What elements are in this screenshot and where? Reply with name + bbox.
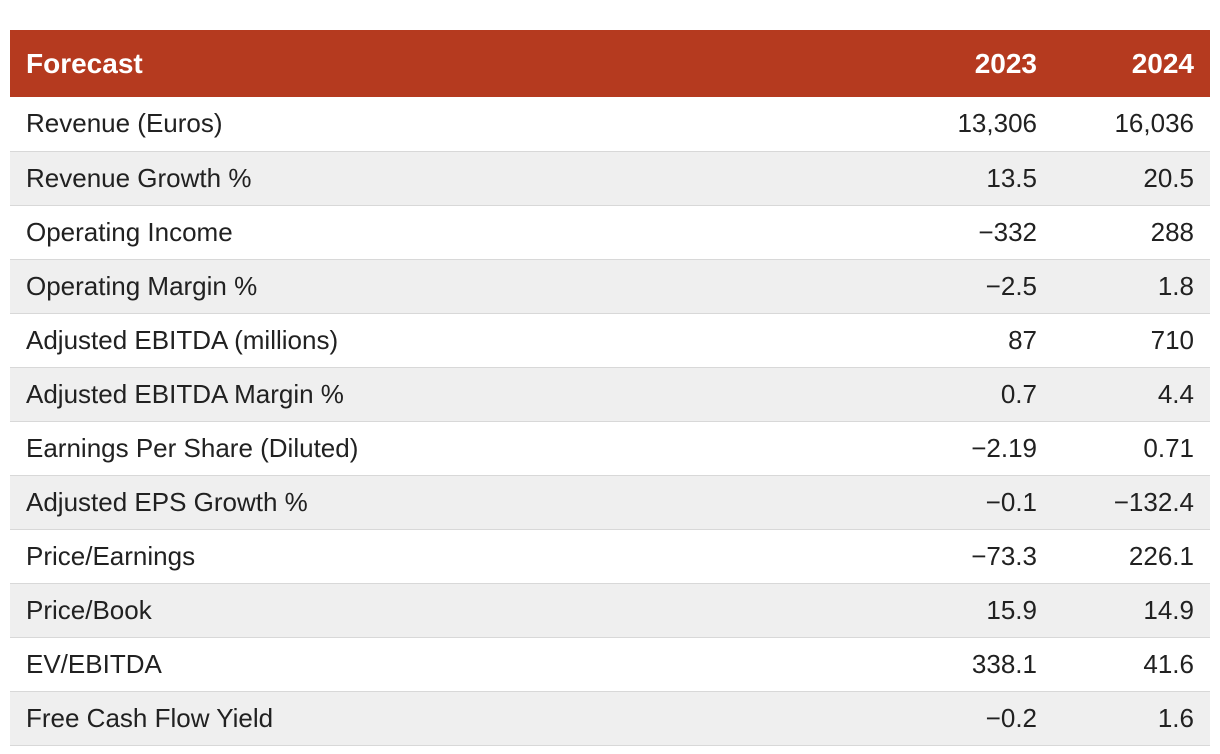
header-year-2023: 2023 [974,47,1037,79]
row-label: Adjusted EBITDA (millions) [26,324,339,355]
row-value-2024: 4.4 [1157,378,1194,409]
row-value-2023: 13.5 [986,162,1037,193]
row-value-2024: 1.6 [1157,702,1194,733]
header-year-2024: 2024 [1131,47,1194,79]
table-body: Revenue (Euros) 13,306 16,036 Revenue Gr… [10,97,1210,745]
row-value-2023: −332 [978,216,1037,247]
table-row: Earnings Per Share (Diluted) −2.19 0.71 [10,421,1210,475]
header-row: Forecast 2023 2024 [10,30,1210,97]
table-row: Adjusted EBITDA (millions) 87 710 [10,313,1210,367]
row-value-2023: −2.19 [971,432,1037,463]
row-value-2024: 226.1 [1128,540,1194,571]
row-label: Revenue (Euros) [26,108,223,139]
row-label: EV/EBITDA [26,648,162,679]
table-row: Adjusted EPS Growth % −0.1 −132.4 [10,475,1210,529]
table-row: Revenue Growth % 13.5 20.5 [10,151,1210,205]
table-row: Operating Income −332 288 [10,205,1210,259]
row-value-2023: 338.1 [971,648,1037,679]
row-label: Earnings Per Share (Diluted) [26,432,359,463]
table-header: Forecast 2023 2024 [10,30,1210,97]
row-value-2023: 0.7 [1000,378,1037,409]
table-row: Adjusted EBITDA Margin % 0.7 4.4 [10,367,1210,421]
table-row: Revenue (Euros) 13,306 16,036 [10,97,1210,151]
row-value-2024: 41.6 [1143,648,1194,679]
forecast-table: Forecast 2023 2024 Revenue (Euros) 13,30… [10,30,1210,746]
row-value-2023: 15.9 [986,594,1037,625]
row-label: Adjusted EPS Growth % [26,486,308,517]
row-value-2023: −0.2 [985,702,1037,733]
row-label: Operating Margin % [26,270,258,301]
table-row: Operating Margin % −2.5 1.8 [10,259,1210,313]
row-value-2024: 710 [1150,324,1194,355]
row-value-2023: 87 [1008,324,1037,355]
row-value-2024: 1.8 [1157,270,1194,301]
row-value-2023: −0.1 [985,486,1037,517]
table-row: Price/Earnings −73.3 226.1 [10,529,1210,583]
table-row: Free Cash Flow Yield −0.2 1.6 [10,691,1210,745]
row-label: Price/Book [26,594,152,625]
row-label: Revenue Growth % [26,162,252,193]
header-title: Forecast [26,47,143,79]
forecast-table-container: Forecast 2023 2024 Revenue (Euros) 13,30… [10,30,1210,746]
row-label: Operating Income [26,216,233,247]
row-value-2024: −132.4 [1113,486,1194,517]
table-row: Price/Book 15.9 14.9 [10,583,1210,637]
table-row: EV/EBITDA 338.1 41.6 [10,637,1210,691]
row-value-2023: 13,306 [957,108,1037,139]
row-value-2023: −2.5 [985,270,1037,301]
row-label: Adjusted EBITDA Margin % [26,378,344,409]
row-label: Price/Earnings [26,540,196,571]
row-value-2024: 16,036 [1114,108,1194,139]
row-value-2024: 0.71 [1143,432,1194,463]
row-value-2024: 14.9 [1143,594,1194,625]
row-value-2023: −73.3 [971,540,1037,571]
row-label: Free Cash Flow Yield [26,702,274,733]
row-value-2024: 288 [1150,216,1194,247]
row-value-2024: 20.5 [1143,162,1194,193]
